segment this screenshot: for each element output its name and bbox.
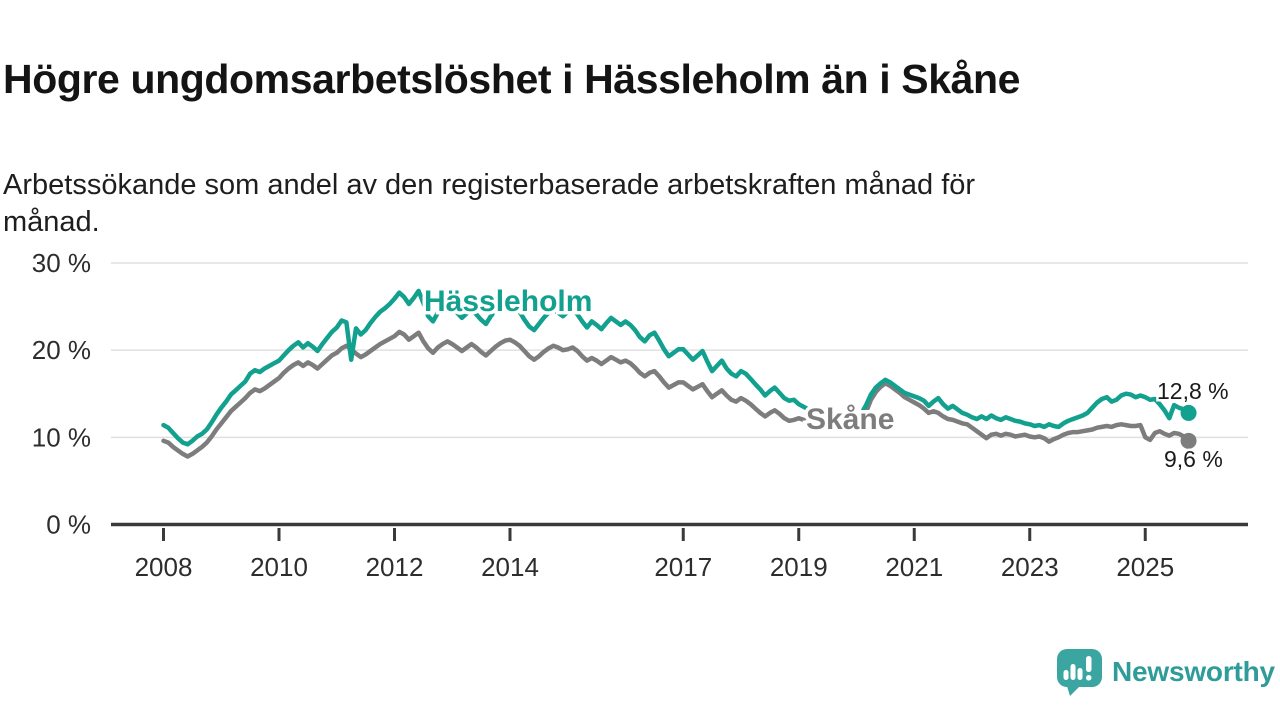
- x-tick-label: 2017: [654, 552, 712, 582]
- newsworthy-bubble-chart-icon: [1057, 649, 1102, 696]
- series-end-dot-skane: [1180, 432, 1197, 449]
- page-subtitle: Arbetssökande som andel av den registerb…: [3, 167, 1183, 241]
- series-line-skane: [161, 329, 1191, 459]
- x-tick-label: 2025: [1116, 552, 1174, 582]
- series-end-dot-hassleholm: [1180, 404, 1197, 421]
- x-tick-label: 2010: [250, 552, 308, 582]
- y-tick-label: 30 %: [32, 248, 91, 278]
- y-tick-label: 20 %: [32, 335, 91, 365]
- x-tick-label: 2008: [135, 552, 193, 582]
- y-tick-label: 10 %: [32, 422, 91, 452]
- page-title: Högre ungdomsarbetslöshet i Hässleholm ä…: [3, 56, 1021, 103]
- newsworthy-wordmark: Newsworthy: [1112, 656, 1275, 687]
- newsworthy-logo: Newsworthy: [1056, 648, 1275, 696]
- x-tick-label: 2023: [1001, 552, 1059, 582]
- x-tick-label: 2014: [481, 552, 539, 582]
- y-tick-label: 0 %: [46, 510, 91, 540]
- end-value-label-skane: 9,6 %: [1164, 446, 1223, 472]
- subtitle-line-2: månad.: [3, 206, 100, 238]
- subtitle-line-1: Arbetssökande som andel av den registerb…: [3, 169, 976, 201]
- series-line-hassleholm: [161, 288, 1191, 447]
- x-tick-label: 2012: [366, 552, 424, 582]
- x-tick-label: 2021: [885, 552, 943, 582]
- end-value-label-hassleholm: 12,8 %: [1157, 378, 1229, 404]
- series-label-hassleholm: Hässleholm: [424, 285, 592, 318]
- x-tick-label: 2019: [770, 552, 828, 582]
- series-label-skane: Skåne: [806, 403, 894, 436]
